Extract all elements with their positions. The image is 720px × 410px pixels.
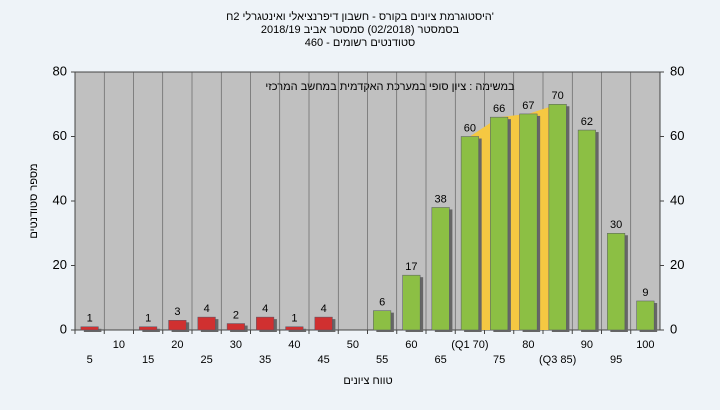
y-tick-label: 40: [53, 192, 67, 207]
data-label: 1: [87, 313, 93, 325]
y-tick-label: 0: [60, 321, 67, 336]
data-label: 1: [291, 313, 297, 325]
data-label: 4: [321, 303, 327, 315]
bar: [490, 116, 509, 331]
data-label: 17: [405, 261, 417, 273]
data-label: 62: [581, 116, 593, 128]
data-label: 30: [610, 219, 622, 231]
data-label: 9: [642, 287, 648, 299]
y-tick-label: 80: [53, 63, 67, 78]
x-tick-label: 35: [259, 354, 271, 366]
bar: [577, 129, 596, 331]
annotation: במשימה : ציון סופי במערכת האקדמית במחשב …: [265, 81, 515, 93]
y2-tick-label: 80: [670, 63, 684, 78]
x-tick-label: 40: [288, 339, 300, 351]
y2-tick-label: 0: [670, 321, 677, 336]
bar: [314, 316, 333, 331]
y2-tick-label: 20: [670, 257, 684, 272]
title-line: 'היסטוגרמת ציונים בקורס - חשבון דיפרנציא…: [226, 10, 494, 23]
y-tick-label: 20: [53, 257, 67, 272]
y-axis-label: מספר סטודנטים: [28, 163, 40, 238]
bar: [607, 233, 626, 331]
x-tick-label: 5: [87, 354, 93, 366]
y2-tick-label: 40: [670, 192, 684, 207]
data-label: 60: [464, 122, 476, 134]
data-label: 70: [552, 90, 564, 102]
bar: [197, 316, 216, 331]
x-tick-label: (Q1 70): [451, 339, 488, 351]
data-label: 38: [435, 193, 447, 205]
bar: [548, 104, 567, 331]
data-label: 2: [233, 309, 239, 321]
x-tick-label: 55: [376, 354, 388, 366]
data-label: 67: [522, 100, 534, 112]
x-tick-label: 80: [522, 339, 534, 351]
bar: [285, 326, 304, 331]
x-tick-label: 50: [347, 339, 359, 351]
y2-tick-label: 60: [670, 128, 684, 143]
data-label: 3: [174, 306, 180, 318]
x-tick-label: 65: [435, 354, 447, 366]
x-tick-label: 100: [636, 339, 654, 351]
x-tick-label: 95: [610, 354, 622, 366]
data-label: 66: [493, 103, 505, 115]
x-tick-label: 30: [230, 339, 242, 351]
y-tick-label: 60: [53, 128, 67, 143]
data-label: 4: [204, 303, 210, 315]
title-line: בסמסטר (02/2018) סמסטר אביב 2018/19: [261, 24, 460, 36]
x-tick-label: 25: [201, 354, 213, 366]
bar-shadow: [288, 328, 307, 332]
x-tick-label: 45: [318, 354, 330, 366]
x-tick-label: 90: [581, 339, 593, 351]
x-tick-label: 10: [113, 339, 125, 351]
bar: [256, 316, 275, 331]
x-axis-label: טווח ציונים: [343, 375, 392, 387]
bar-shadow: [83, 328, 102, 332]
x-tick-label: 15: [142, 354, 154, 366]
data-label: 6: [379, 297, 385, 309]
x-tick-label: 20: [171, 339, 183, 351]
data-label: 4: [262, 303, 268, 315]
bar: [402, 274, 421, 331]
bar: [431, 207, 450, 331]
title-line: סטודנטים רשומים - 460: [305, 37, 416, 49]
bar: [373, 310, 392, 331]
data-label: 1: [145, 313, 151, 325]
bar: [168, 320, 187, 331]
bar-shadow: [142, 328, 160, 332]
bar: [460, 136, 479, 331]
bar: [80, 326, 99, 331]
quartile-band: [469, 104, 558, 330]
x-tick-label: 75: [493, 354, 505, 366]
x-tick-label: 60: [405, 339, 417, 351]
bar: [636, 300, 655, 331]
bar: [226, 323, 245, 331]
bar: [139, 326, 158, 331]
x-tick-label: (Q3 85): [539, 354, 576, 366]
bar: [519, 113, 538, 331]
